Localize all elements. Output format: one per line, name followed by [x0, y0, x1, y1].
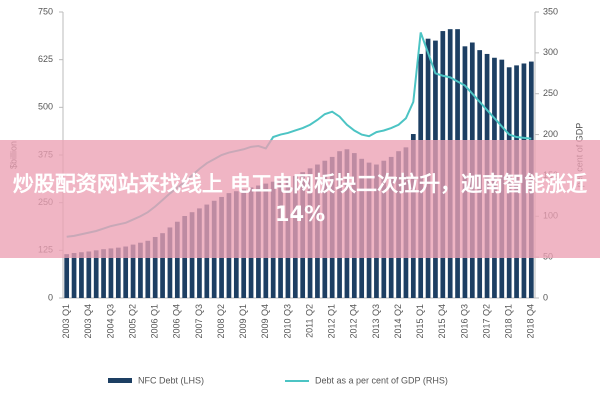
- x-tick-label: 2011 Q2: [304, 304, 314, 338]
- bar: [130, 244, 136, 298]
- legend-label: NFC Debt (LHS): [138, 375, 204, 385]
- bar: [93, 250, 99, 298]
- overlay-text: 炒股配资网站来找线上 电工电网板块二次拉升，迦南智能涨近14%: [12, 172, 588, 226]
- bar: [115, 247, 121, 298]
- bar: [145, 240, 151, 298]
- y-tick-label: 0: [48, 292, 53, 302]
- x-tick-label: 2006 Q1: [150, 304, 160, 339]
- x-tick-label: 2003 Q1: [61, 304, 71, 339]
- x-tick-label: 2013 Q3: [371, 304, 381, 339]
- legend-label: Debt as a per cent of GDP (RHS): [315, 375, 448, 385]
- y2-tick-label: 200: [543, 129, 558, 139]
- bar: [108, 248, 114, 298]
- x-tick-label: 2015 Q1: [415, 304, 425, 339]
- bar: [64, 254, 70, 298]
- bar: [160, 233, 165, 298]
- bar: [174, 221, 180, 298]
- x-tick-label: 2008 Q2: [216, 304, 226, 339]
- bar: [123, 246, 129, 298]
- y-tick-label: 625: [38, 54, 53, 64]
- bar: [152, 236, 158, 298]
- bar: [79, 252, 84, 298]
- y-tick-label: 500: [38, 102, 53, 112]
- x-tick-label: 2012 Q4: [349, 304, 359, 339]
- x-tick-label: 2018 Q4: [526, 304, 536, 339]
- x-tick-label: 2004 Q3: [105, 304, 115, 339]
- x-tick-label: 2016 Q3: [459, 304, 469, 339]
- x-tick-label: 2009 Q4: [260, 304, 270, 339]
- x-tick-label: 2010 Q3: [282, 304, 292, 339]
- overlay-banner: 炒股配资网站来找线上 电工电网板块二次拉升，迦南智能涨近14%: [0, 140, 600, 258]
- x-tick-label: 2006 Q4: [172, 304, 182, 339]
- x-tick-label: 2009 Q1: [238, 304, 248, 339]
- legend-swatch: [108, 378, 132, 383]
- x-tick-label: 2017 Q2: [481, 304, 491, 339]
- bar: [167, 227, 173, 298]
- x-tick-label: 2014 Q2: [393, 304, 403, 339]
- x-tick-label: 2012 Q1: [327, 304, 337, 339]
- bar: [71, 253, 77, 298]
- x-tick-label: 2018 Q1: [504, 304, 514, 339]
- x-tick-label: 2005 Q2: [127, 304, 137, 339]
- bar: [138, 242, 143, 298]
- y2-tick-label: 300: [543, 47, 558, 57]
- y2-tick-label: 250: [543, 88, 558, 98]
- y2-tick-label: 0: [543, 292, 548, 302]
- x-tick-label: 2003 Q4: [83, 304, 93, 339]
- x-tick-label: 2007 Q3: [194, 304, 204, 339]
- bar: [86, 251, 92, 298]
- x-tick-label: 2015 Q4: [437, 304, 447, 339]
- y2-tick-label: 350: [543, 6, 558, 16]
- bar: [101, 249, 106, 298]
- y-tick-label: 750: [38, 6, 53, 16]
